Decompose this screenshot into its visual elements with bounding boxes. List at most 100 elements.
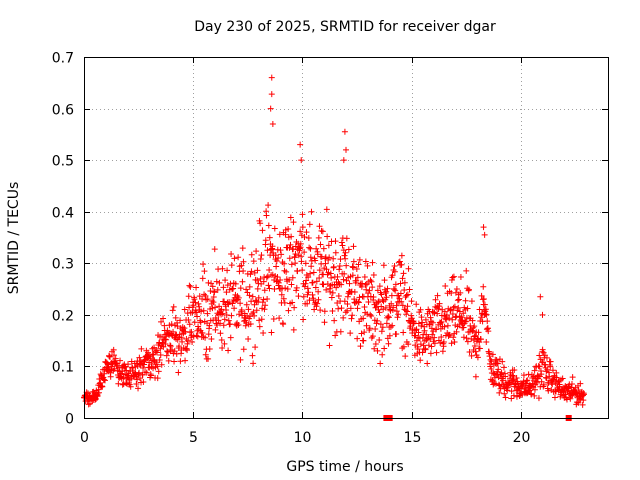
data-point: [293, 284, 300, 291]
data-point: [342, 309, 349, 316]
data-point: [343, 277, 350, 284]
data-point: [388, 292, 395, 299]
data-point: [225, 317, 232, 324]
data-point: [369, 284, 376, 291]
data-point: [281, 299, 288, 306]
data-point: [373, 320, 380, 327]
data-point: [475, 329, 482, 336]
data-point: [406, 286, 413, 293]
data-point: [335, 292, 342, 299]
data-point: [488, 365, 495, 372]
data-point: [348, 315, 355, 322]
data-point: [206, 345, 213, 352]
data-point: [452, 314, 459, 321]
data-point: [549, 376, 556, 383]
data-point: [547, 363, 554, 370]
data-point: [248, 251, 255, 258]
data-point: [481, 231, 488, 238]
data-point: [404, 291, 411, 298]
data-point: [186, 321, 193, 328]
data-point: [379, 324, 386, 331]
data-point: [472, 348, 479, 355]
data-point: [462, 297, 469, 304]
data-point: [230, 285, 237, 292]
data-point: [508, 388, 515, 395]
data-point: [212, 304, 219, 311]
data-point: [219, 265, 226, 272]
data-point: [169, 307, 176, 314]
data-point: [469, 327, 476, 334]
data-point: [323, 206, 330, 213]
data-point: [305, 234, 312, 241]
data-point: [221, 340, 228, 347]
data-point: [291, 254, 298, 261]
y-tick-label: 0.5: [52, 154, 74, 170]
data-point: [322, 260, 329, 267]
data-point: [381, 345, 388, 352]
data-point: [539, 346, 546, 353]
data-point: [354, 274, 361, 281]
data-point: [441, 308, 448, 315]
data-point: [237, 300, 244, 307]
data-point: [538, 378, 545, 385]
data-point: [287, 214, 294, 221]
data-point: [293, 287, 300, 294]
y-tick-label: 0: [65, 412, 74, 428]
data-point: [498, 369, 505, 376]
data-point: [247, 271, 254, 278]
data-point: [367, 311, 374, 318]
data-point: [468, 335, 475, 342]
data-point: [392, 281, 399, 288]
data-point: [489, 351, 496, 358]
data-point: [556, 381, 563, 388]
data-point: [243, 286, 250, 293]
data-point: [306, 221, 313, 228]
data-point: [266, 285, 273, 292]
data-point: [278, 251, 285, 258]
data-point: [553, 374, 560, 381]
data-point: [404, 308, 411, 315]
data-point: [313, 245, 320, 252]
data-point: [162, 341, 169, 348]
data-point: [400, 270, 407, 277]
data-point: [377, 360, 384, 367]
data-point: [257, 220, 264, 227]
chart-title: Day 230 of 2025, SRMTID for receiver dga…: [194, 19, 496, 35]
data-point: [483, 311, 490, 318]
data-point: [303, 229, 310, 236]
data-point: [128, 358, 135, 365]
data-point: [391, 268, 398, 275]
data-point: [332, 332, 339, 339]
data-point: [222, 277, 229, 284]
data-point: [417, 341, 424, 348]
data-point: [199, 330, 206, 337]
data-point: [463, 335, 470, 342]
data-point: [304, 300, 311, 307]
data-point: [374, 317, 381, 324]
data-point: [185, 337, 192, 344]
data-point: [153, 359, 160, 366]
data-point: [259, 227, 266, 234]
data-point: [414, 345, 421, 352]
data-point: [455, 304, 462, 311]
data-point: [338, 305, 345, 312]
data-point: [356, 294, 363, 301]
data-point: [119, 368, 126, 375]
data-point: [256, 323, 263, 330]
data-point: [303, 277, 310, 284]
x-tick-label: 15: [404, 430, 422, 446]
data-point: [269, 121, 276, 128]
data-point: [376, 337, 383, 344]
data-point: [137, 375, 144, 382]
data-point: [220, 322, 227, 329]
data-point: [217, 320, 224, 327]
data-point: [334, 273, 341, 280]
data-point: [572, 389, 579, 396]
data-point: [367, 293, 374, 300]
data-point: [417, 357, 424, 364]
data-point: [264, 247, 271, 254]
data-point: [143, 369, 150, 376]
data-point: [358, 330, 365, 337]
data-point: [254, 267, 261, 274]
data-point: [111, 352, 118, 359]
